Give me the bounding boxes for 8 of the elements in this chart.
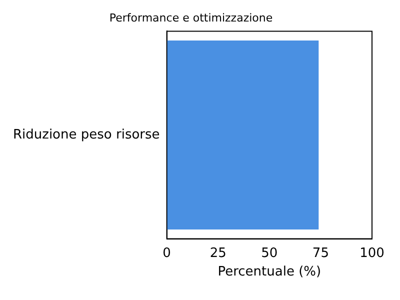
x-tick-label: 50 [261,246,278,261]
x-tick-label: 25 [210,246,226,261]
x-axis-title: Percentuale (%) [218,264,322,280]
chart-title: Performance e ottimizzazione [109,11,273,24]
x-tick-label: 0 [162,246,171,261]
x-tick-label: 100 [360,246,384,261]
x-tick-label: 75 [312,246,329,261]
y-tick-label: Riduzione peso risorse [12,127,160,142]
